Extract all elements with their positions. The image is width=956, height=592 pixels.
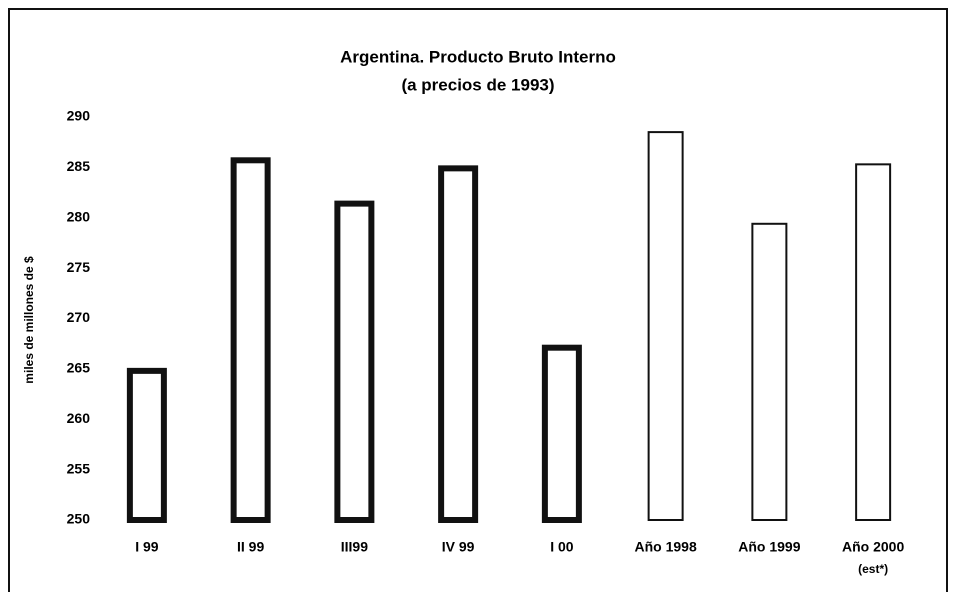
y-tick-label: 275 (67, 259, 91, 275)
y-tick-label: 250 (67, 511, 91, 527)
y-axis-label: miles de millones de $ (22, 256, 36, 384)
chart-title: Argentina. Producto Bruto Interno (340, 47, 616, 66)
bar (647, 131, 684, 521)
bar (334, 200, 375, 523)
bar (438, 165, 479, 524)
x-tick-label: Año 2000 (842, 539, 904, 555)
x-tick-label: I 00 (550, 539, 574, 555)
chart-subtitle: (a precios de 1993) (401, 75, 554, 94)
x-tick-label: III99 (341, 539, 368, 555)
annotation: (est*) (858, 562, 888, 576)
bar (230, 157, 271, 524)
y-tick-label: 260 (67, 410, 91, 426)
x-tick-label: IV 99 (442, 539, 475, 555)
x-tick-label: Año 1999 (738, 539, 800, 555)
bar (855, 163, 892, 521)
bar (126, 367, 167, 523)
y-tick-label: 290 (67, 108, 91, 124)
y-tick-label: 285 (67, 158, 91, 174)
y-tick-label: 265 (67, 360, 91, 376)
bar (751, 222, 788, 521)
x-tick-label: I 99 (135, 539, 159, 555)
x-tick-label: II 99 (237, 539, 264, 555)
y-tick-label: 280 (67, 208, 91, 224)
y-tick-label: 255 (67, 460, 91, 476)
y-tick-label: 270 (67, 309, 91, 325)
bar (541, 344, 582, 523)
frame (8, 8, 948, 592)
x-tick-label: Año 1998 (635, 539, 697, 555)
